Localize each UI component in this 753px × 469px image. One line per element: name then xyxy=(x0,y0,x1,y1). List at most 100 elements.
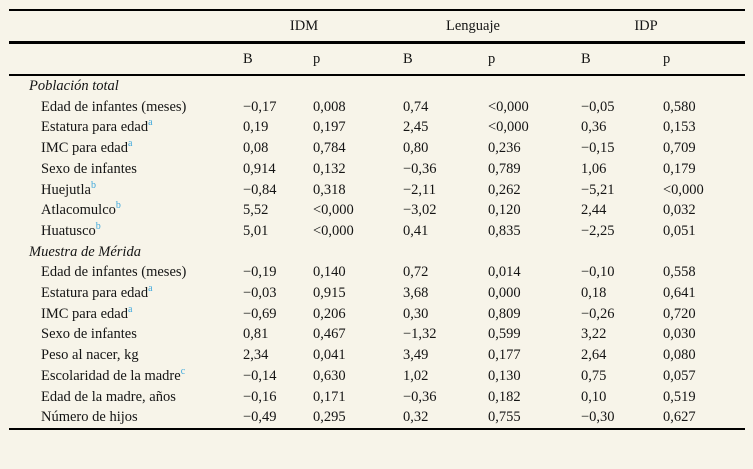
table-row: IMC para edada 0,08 0,784 0,80 0,236 −0,15 0,7… xyxy=(9,138,745,159)
value-cell: 0,720 xyxy=(663,305,696,322)
subheader-p-idp: p xyxy=(663,51,671,67)
column-group-idm: IDM xyxy=(289,18,319,34)
value-cell: −0,19 xyxy=(243,264,277,281)
value-cell: 0,630 xyxy=(313,367,346,384)
value-cell: −0,15 xyxy=(581,140,615,157)
value-cell: 0,789 xyxy=(488,160,521,177)
value-cell: 0,182 xyxy=(488,388,521,405)
table-row: Estatura para edada 0,19 0,197 2,45 <0,000 0,… xyxy=(9,117,745,138)
value-cell: −0,36 xyxy=(403,160,437,177)
table-row: Edad de infantes (meses) −0,17 0,008 0,74 <0… xyxy=(9,97,745,118)
value-cell: 0,10 xyxy=(581,388,607,405)
value-cell: 0,627 xyxy=(663,409,696,426)
value-cell: 0,295 xyxy=(313,409,346,426)
value-cell: −0,03 xyxy=(243,285,277,302)
value-cell: −0,17 xyxy=(243,98,277,115)
table-row: IMC para edada −0,69 0,206 0,30 0,809 −0,26 0,… xyxy=(9,304,745,325)
empty-corner-cell xyxy=(9,10,239,43)
value-cell: 0,262 xyxy=(488,181,521,198)
value-cell: 2,64 xyxy=(581,347,607,364)
table-row: Sexo de infantes 0,81 0,467 −1,32 0,599 3,22 0… xyxy=(9,324,745,345)
footnote-marker: c xyxy=(180,366,186,378)
table-row: Sexo de infantes 0,914 0,132 −0,36 0,789 1,06… xyxy=(9,159,745,180)
row-label: Edad de infantes (meses) xyxy=(41,98,187,115)
row-label: Edad de la madre, años xyxy=(41,388,176,405)
value-cell: 0,72 xyxy=(403,264,429,281)
value-cell: −0,10 xyxy=(581,264,615,281)
value-cell: 0,467 xyxy=(313,326,346,343)
value-cell: 2,45 xyxy=(403,119,429,136)
value-cell: 0,318 xyxy=(313,181,346,198)
row-label: Sexo de infantes xyxy=(41,326,137,343)
empty-corner-cell xyxy=(9,43,239,76)
value-cell: 0,709 xyxy=(663,140,696,157)
value-cell: 0,206 xyxy=(313,305,346,322)
value-cell: <0,000 xyxy=(313,222,354,239)
table-body: Población total Edad de infantes (meses) −… xyxy=(9,75,745,429)
value-cell: 0,120 xyxy=(488,202,521,219)
row-label: Atlacomulcob xyxy=(41,200,121,219)
table-row: Huatuscob 5,01 <0,000 0,41 0,835 −2,25 0,051 xyxy=(9,221,745,242)
value-cell: 0,179 xyxy=(663,160,696,177)
subheader-p-lenguaje: p xyxy=(488,51,496,67)
value-cell: 0,784 xyxy=(313,140,346,157)
footnote-marker: b xyxy=(90,179,96,191)
value-cell: 3,22 xyxy=(581,326,607,343)
footnote-marker: a xyxy=(148,117,153,129)
section-header-row: Muestra de Mérida xyxy=(9,242,745,263)
value-cell: 0,057 xyxy=(663,367,696,384)
value-cell: <0,000 xyxy=(313,202,354,219)
value-cell: <0,000 xyxy=(488,98,529,115)
value-cell: 0,18 xyxy=(581,285,607,302)
value-cell: 3,68 xyxy=(403,285,429,302)
value-cell: 0,236 xyxy=(488,140,521,157)
value-cell: 2,44 xyxy=(581,202,607,219)
value-cell: 0,008 xyxy=(313,98,346,115)
table-row: Estatura para edada −0,03 0,915 3,68 0,000 0,… xyxy=(9,283,745,304)
value-cell: 0,641 xyxy=(663,285,696,302)
value-cell: 0,014 xyxy=(488,264,521,281)
value-cell: −0,84 xyxy=(243,181,277,198)
footnote-marker: b xyxy=(115,200,121,212)
table-row: Edad de la madre, años −0,16 0,171 −0,36 0,1… xyxy=(9,387,745,408)
section-header-row: Población total xyxy=(9,75,745,97)
table-row: Atlacomulcob 5,52 <0,000 −3,02 0,120 2,44 0,03… xyxy=(9,200,745,221)
table-row: Número de hijos −0,49 0,295 0,32 0,755 −0,30 0… xyxy=(9,407,745,429)
value-cell: 0,177 xyxy=(488,347,521,364)
value-cell: 0,80 xyxy=(403,140,429,157)
value-cell: 0,599 xyxy=(488,326,521,343)
footnote-marker: a xyxy=(127,138,133,150)
table-header: IDM Lenguaje IDP B p B p B p xyxy=(9,10,745,75)
value-cell: 0,032 xyxy=(663,202,696,219)
value-cell: 0,08 xyxy=(243,140,269,157)
value-cell: −3,02 xyxy=(403,202,437,219)
value-cell: 0,809 xyxy=(488,305,521,322)
value-cell: 0,75 xyxy=(581,367,607,384)
value-cell: −0,49 xyxy=(243,409,277,426)
value-cell: −1,32 xyxy=(403,326,437,343)
row-label: Edad de infantes (meses) xyxy=(41,264,187,281)
table-row: Escolaridad de la madrec −0,14 0,630 1,02 0,… xyxy=(9,366,745,387)
value-cell: 0,519 xyxy=(663,388,696,405)
table-row: Edad de infantes (meses) −0,19 0,140 0,72 0,… xyxy=(9,262,745,283)
value-cell: −0,05 xyxy=(581,98,615,115)
value-cell: 0,130 xyxy=(488,367,521,384)
value-cell: −2,25 xyxy=(581,222,615,239)
subheader-p-idm: p xyxy=(313,51,321,67)
value-cell: 0,914 xyxy=(243,160,276,177)
footnote-marker: b xyxy=(95,221,101,233)
sub-header-row: B p B p B p xyxy=(9,43,745,76)
regression-results-table: IDM Lenguaje IDP B p B p B p Población t… xyxy=(9,9,745,430)
value-cell: 0,197 xyxy=(313,119,346,136)
value-cell: 0,915 xyxy=(313,285,346,302)
subheader-b-idp: B xyxy=(581,51,591,67)
section-title: Población total xyxy=(29,78,119,94)
footnote-marker: a xyxy=(127,303,133,315)
value-cell: 5,52 xyxy=(243,202,269,219)
row-label: Estatura para edada xyxy=(41,283,153,302)
column-group-idp: IDP xyxy=(634,18,658,34)
value-cell: −0,14 xyxy=(243,367,277,384)
row-label: IMC para edada xyxy=(41,138,133,157)
row-label: IMC para edada xyxy=(41,303,133,322)
